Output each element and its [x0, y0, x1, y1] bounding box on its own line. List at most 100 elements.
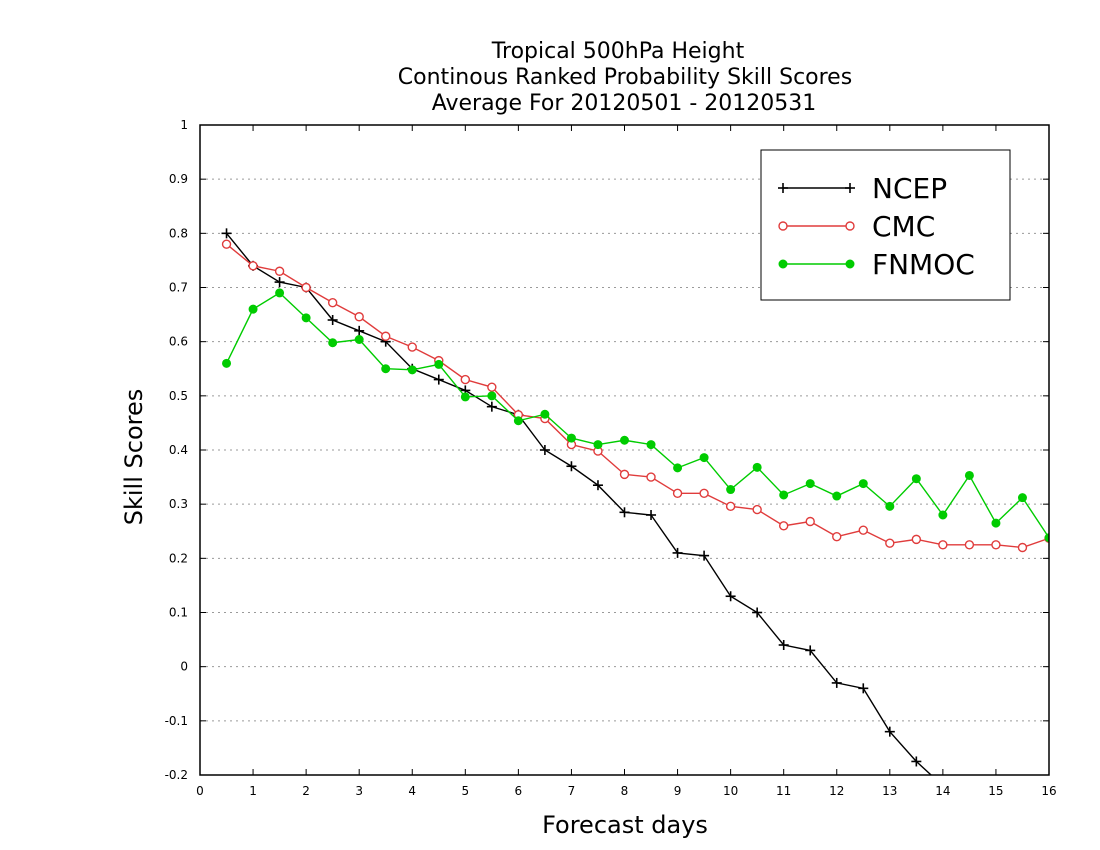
y-tick-label: 0.6 — [169, 335, 188, 349]
data-point-cmc — [381, 331, 391, 341]
data-point-ncep — [274, 277, 285, 288]
y-tick-label: 0 — [180, 660, 188, 674]
legend-marker-fnmoc — [778, 259, 788, 269]
y-tick-label: 0.5 — [169, 389, 188, 403]
data-point-ncep — [778, 640, 789, 650]
series-layer — [221, 228, 1049, 775]
data-point-cmc — [274, 266, 285, 276]
data-point-fnmoc — [991, 518, 1001, 528]
x-tick-label: 13 — [882, 784, 897, 798]
data-point-fnmoc — [911, 474, 921, 484]
data-point-fnmoc — [248, 304, 258, 314]
data-point-ncep — [672, 547, 683, 558]
data-point-fnmoc — [566, 433, 576, 443]
legend: NCEP CMC FNMOC — [760, 149, 1011, 301]
legend-marker-cmc — [778, 221, 788, 231]
y-tick-label: -0.1 — [165, 714, 188, 728]
legend-marker-fnmoc — [845, 259, 855, 269]
data-point-cmc — [221, 239, 232, 249]
y-tick-label: 0.3 — [169, 497, 188, 511]
data-point-ncep — [805, 645, 816, 656]
data-point-fnmoc — [540, 409, 550, 419]
data-point-ncep — [699, 550, 710, 561]
data-point-fnmoc — [1017, 493, 1027, 503]
data-point-ncep — [752, 607, 763, 618]
x-tick-label: 6 — [515, 784, 523, 798]
x-tick-label: 5 — [461, 784, 469, 798]
data-point-cmc — [1017, 542, 1028, 553]
data-point-cmc — [938, 540, 948, 550]
y-tick-label: 0.1 — [169, 606, 188, 620]
data-point-fnmoc — [487, 391, 497, 401]
data-point-cmc — [964, 540, 975, 550]
data-point-ncep — [539, 445, 550, 455]
data-point-cmc — [911, 534, 922, 545]
x-tick-label: 15 — [988, 784, 1003, 798]
data-point-fnmoc — [354, 335, 364, 344]
chart-title-line-2: Continous Ranked Probability Skill Score… — [398, 65, 852, 90]
data-point-cmc — [885, 538, 895, 548]
data-point-fnmoc — [673, 463, 683, 473]
data-point-ncep — [354, 325, 365, 336]
y-tick-label: 0.8 — [169, 226, 188, 240]
data-point-cmc — [646, 472, 656, 482]
y-tick-label: 1 — [180, 118, 188, 132]
legend-marker-cmc — [845, 221, 855, 231]
data-point-ncep — [911, 756, 922, 767]
data-point-cmc — [327, 297, 338, 308]
data-point-fnmoc — [964, 470, 974, 480]
data-point-cmc — [301, 282, 311, 293]
data-point-fnmoc — [275, 288, 285, 298]
legend-box — [760, 149, 1011, 301]
data-point-fnmoc — [699, 453, 709, 463]
x-tick-label: 7 — [568, 784, 576, 798]
data-point-fnmoc — [513, 416, 523, 426]
data-point-cmc — [991, 540, 1001, 550]
chart-title-line-3: Average For 20120501 - 20120531 — [432, 91, 817, 116]
legend-label-fnmoc: FNMOC — [872, 248, 975, 281]
data-point-ncep — [619, 507, 630, 518]
data-point-cmc — [354, 312, 364, 322]
data-point-cmc — [805, 516, 815, 527]
plot-frame — [199, 124, 1050, 776]
data-point-fnmoc — [752, 462, 762, 472]
data-point-cmc — [619, 469, 630, 480]
legend-label-cmc: CMC — [872, 210, 935, 243]
data-point-fnmoc — [779, 490, 789, 500]
data-point-fnmoc — [222, 358, 232, 368]
x-tick-label: 11 — [776, 784, 791, 798]
data-point-cmc — [672, 488, 683, 499]
legend-marker-ncep — [778, 183, 788, 193]
x-tick-label: 12 — [829, 784, 844, 798]
data-point-cmc — [699, 488, 709, 499]
data-point-fnmoc — [434, 359, 444, 369]
data-point-cmc — [487, 382, 497, 392]
y-tick-label: 0.2 — [169, 551, 188, 565]
data-point-fnmoc — [460, 392, 470, 402]
data-point-fnmoc — [381, 364, 391, 374]
data-point-cmc — [248, 261, 258, 271]
x-axis-label: Forecast days — [542, 811, 708, 839]
series-line-fnmoc — [225, 292, 1049, 539]
data-point-ncep — [486, 401, 497, 412]
x-tick-label: 4 — [408, 784, 416, 798]
data-point-cmc — [858, 525, 868, 535]
data-point-fnmoc — [805, 479, 815, 489]
data-point-ncep — [725, 591, 736, 602]
data-point-cmc — [778, 521, 789, 531]
x-tick-label: 10 — [723, 784, 738, 798]
data-point-fnmoc — [726, 485, 736, 495]
legend-marker-ncep — [845, 183, 855, 193]
data-point-fnmoc — [407, 365, 417, 375]
y-tick-label: 0.7 — [169, 281, 188, 295]
data-point-cmc — [752, 504, 762, 515]
data-point-fnmoc — [832, 491, 842, 501]
x-axis-ticks: 0 1 2 3 4 5 6 7 8 9 10 11 12 13 14 15 16 — [196, 125, 1057, 798]
data-point-fnmoc — [593, 440, 603, 450]
data-point-ncep — [327, 315, 338, 325]
x-tick-label: 3 — [355, 784, 363, 798]
data-point-fnmoc — [885, 501, 895, 511]
data-point-ncep — [433, 374, 444, 385]
series-ncep — [221, 228, 933, 775]
